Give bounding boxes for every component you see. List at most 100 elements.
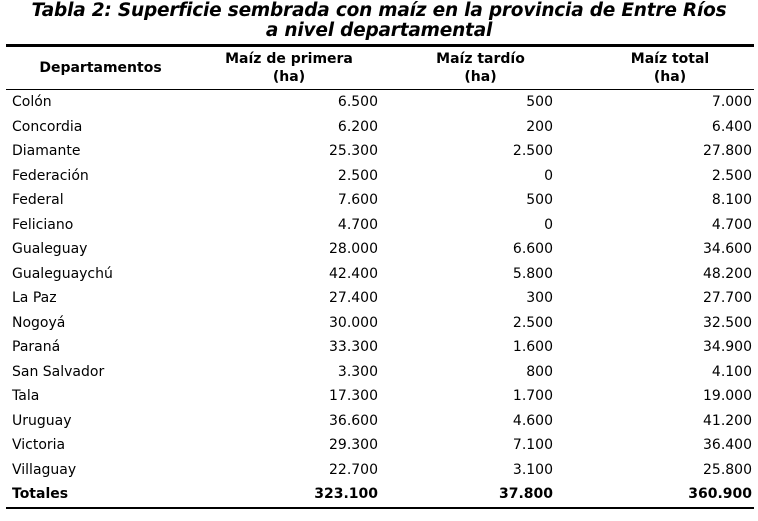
table-row: Nogoyá 30.000 2.500 32.500 — [6, 311, 754, 336]
cell-maiz-primera: 3.300 — [337, 363, 378, 380]
cell-maiz-total: 360.900 — [688, 486, 752, 503]
cell-maiz-primera: 7.600 — [337, 192, 378, 209]
col-header-maiz-total: Maíz total (ha) — [558, 45, 754, 90]
table-row: La Paz 27.400 300 27.700 — [6, 286, 754, 311]
cell-maiz-tardio: 2.500 — [512, 143, 553, 160]
cell-maiz-total: 25.800 — [703, 461, 752, 478]
table-title: Tabla 2: Superficie sembrada con maíz en… — [0, 0, 758, 41]
cell-maiz-primera: 323.100 — [314, 486, 378, 503]
cell-departamento: Colón — [12, 94, 52, 111]
cell-maiz-total: 4.700 — [711, 216, 752, 233]
col-header-label: Maíz de primera — [225, 51, 353, 67]
maize-table: Departamentos Maíz de primera (ha) Maíz … — [6, 44, 754, 509]
cell-maiz-tardio: 6.600 — [512, 241, 553, 258]
cell-maiz-primera: 36.600 — [329, 412, 378, 429]
table-row: Uruguay 36.600 4.600 41.200 — [6, 409, 754, 434]
cell-departamento: Gualeguaychú — [12, 265, 113, 282]
cell-maiz-tardio: 7.100 — [512, 437, 553, 454]
col-header-unit: (ha) — [653, 69, 687, 85]
table-title-line2: a nivel departamental — [265, 20, 493, 41]
cell-departamento: Uruguay — [12, 412, 72, 429]
cell-maiz-tardio: 3.100 — [512, 461, 553, 478]
cell-departamento: Diamante — [12, 143, 81, 160]
cell-departamento: Gualeguay — [12, 241, 88, 258]
header-row: Departamentos Maíz de primera (ha) Maíz … — [6, 45, 754, 90]
cell-maiz-tardio: 200 — [526, 118, 553, 135]
cell-departamento: Villaguay — [12, 461, 77, 478]
cell-departamento: Federación — [12, 167, 89, 184]
cell-maiz-total: 19.000 — [703, 388, 752, 405]
cell-maiz-primera: 17.300 — [329, 388, 378, 405]
table-row: Villaguay 22.700 3.100 25.800 — [6, 458, 754, 483]
col-header-unit: (ha) — [272, 69, 306, 85]
col-header-label: Maíz tardío — [436, 51, 525, 67]
table-body: Colón 6.500 500 7.000 Concordia 6.200 20… — [6, 90, 754, 508]
cell-maiz-tardio: 4.600 — [512, 412, 553, 429]
totals-row: Totales 323.100 37.800 360.900 — [6, 482, 754, 508]
table-row: Gualeguay 28.000 6.600 34.600 — [6, 237, 754, 262]
cell-maiz-total: 27.800 — [703, 143, 752, 160]
cell-departamento: Paraná — [12, 339, 61, 356]
cell-departamento: Nogoyá — [12, 314, 66, 331]
cell-maiz-primera: 6.200 — [337, 118, 378, 135]
cell-maiz-tardio: 500 — [526, 192, 553, 209]
cell-maiz-primera: 29.300 — [329, 437, 378, 454]
cell-maiz-total: 27.700 — [703, 290, 752, 307]
col-header-unit: (ha) — [464, 69, 497, 85]
table-container: Departamentos Maíz de primera (ha) Maíz … — [6, 44, 754, 509]
cell-departamento: Tala — [12, 388, 40, 405]
cell-maiz-total: 48.200 — [703, 265, 752, 282]
table-row: Colón 6.500 500 7.000 — [6, 90, 754, 115]
cell-maiz-tardio: 2.500 — [512, 314, 553, 331]
cell-maiz-total: 8.100 — [711, 192, 752, 209]
cell-maiz-total: 41.200 — [703, 412, 752, 429]
cell-maiz-primera: 6.500 — [337, 94, 378, 111]
table-row: Gualeguaychú 42.400 5.800 48.200 — [6, 262, 754, 287]
col-header-departamentos: Departamentos — [6, 45, 195, 90]
table-row: Diamante 25.300 2.500 27.800 — [6, 139, 754, 164]
cell-maiz-primera: 2.500 — [337, 167, 378, 184]
cell-maiz-tardio: 1.700 — [512, 388, 553, 405]
cell-maiz-total: 36.400 — [703, 437, 752, 454]
table-row: Federación 2.500 0 2.500 — [6, 164, 754, 189]
cell-maiz-total: 6.400 — [711, 118, 752, 135]
cell-departamento: San Salvador — [12, 363, 105, 380]
table-row: Concordia 6.200 200 6.400 — [6, 115, 754, 140]
cell-maiz-total: 7.000 — [711, 94, 752, 111]
cell-maiz-tardio: 800 — [526, 363, 553, 380]
cell-maiz-tardio: 1.600 — [512, 339, 553, 356]
cell-maiz-total: 2.500 — [711, 167, 752, 184]
cell-departamento: Federal — [12, 192, 64, 209]
col-header-maiz-tardio: Maíz tardío (ha) — [383, 45, 558, 90]
cell-maiz-primera: 42.400 — [329, 265, 378, 282]
cell-departamento: Victoria — [12, 437, 66, 454]
cell-maiz-tardio: 0 — [544, 216, 553, 233]
cell-maiz-tardio: 37.800 — [498, 486, 553, 503]
cell-maiz-tardio: 0 — [544, 167, 553, 184]
table-row: San Salvador 3.300 800 4.100 — [6, 360, 754, 385]
cell-maiz-tardio: 300 — [526, 290, 553, 307]
cell-maiz-primera: 27.400 — [329, 290, 378, 307]
table-title-line1: Tabla 2: Superficie sembrada con maíz en… — [31, 0, 727, 21]
cell-maiz-primera: 25.300 — [329, 143, 378, 160]
cell-maiz-primera: 4.700 — [337, 216, 378, 233]
cell-maiz-primera: 30.000 — [329, 314, 378, 331]
table-row: Victoria 29.300 7.100 36.400 — [6, 433, 754, 458]
cell-departamento: Totales — [12, 486, 69, 503]
col-header-maiz-primera: Maíz de primera (ha) — [195, 45, 383, 90]
table-row: Feliciano 4.700 0 4.700 — [6, 213, 754, 238]
cell-maiz-primera: 33.300 — [329, 339, 378, 356]
cell-maiz-primera: 28.000 — [329, 241, 378, 258]
col-header-label: Maíz total — [630, 51, 710, 67]
cell-departamento: Concordia — [12, 118, 83, 135]
table-row: Federal 7.600 500 8.100 — [6, 188, 754, 213]
table-row: Tala 17.300 1.700 19.000 — [6, 384, 754, 409]
cell-maiz-tardio: 500 — [526, 94, 553, 111]
cell-maiz-total: 34.600 — [703, 241, 752, 258]
table-row: Paraná 33.300 1.600 34.900 — [6, 335, 754, 360]
cell-maiz-total: 34.900 — [703, 339, 752, 356]
cell-maiz-primera: 22.700 — [329, 461, 378, 478]
cell-maiz-tardio: 5.800 — [512, 265, 553, 282]
cell-maiz-total: 4.100 — [711, 363, 752, 380]
